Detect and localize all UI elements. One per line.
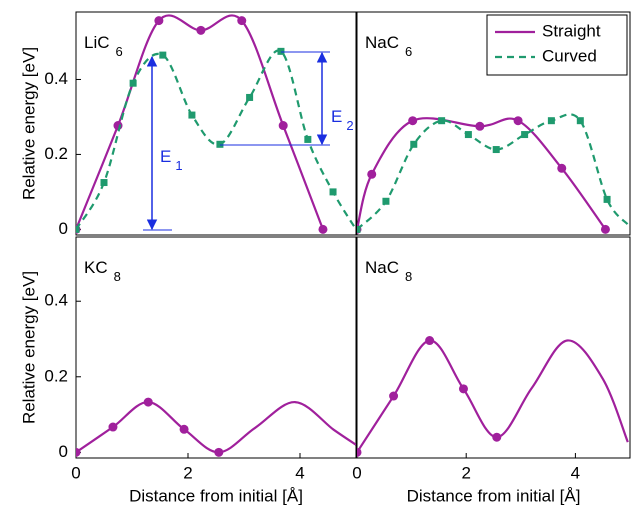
data-marker [100, 179, 108, 187]
data-marker [547, 117, 555, 125]
panel-label-text: NaC [365, 33, 399, 52]
data-marker [159, 51, 167, 59]
data-marker [357, 225, 361, 233]
data-marker [492, 146, 500, 154]
data-marker [108, 422, 118, 432]
panel-label: LiC 6 [84, 33, 123, 59]
panel-label-sub: 6 [116, 44, 123, 59]
data-marker [329, 188, 337, 196]
panel-label-text: NaC [365, 258, 399, 277]
plot-area [357, 113, 629, 234]
y-tick-label: 0.4 [44, 69, 68, 88]
panel-frame [356, 236, 631, 459]
data-marker [318, 224, 328, 234]
panel-label: KC 8 [84, 258, 121, 284]
x-axis-label: Distance from initial [Å] [129, 486, 303, 505]
panel-label-sub: 8 [405, 269, 412, 284]
data-marker [246, 93, 254, 101]
data-marker [410, 140, 418, 148]
panel-frame [356, 11, 631, 236]
annotation-sub: 1 [175, 158, 182, 173]
panel-label-sub: 6 [405, 44, 412, 59]
data-marker [214, 447, 224, 457]
x-tick-label: 4 [571, 463, 580, 482]
data-marker [382, 197, 390, 205]
legend-box [486, 14, 628, 76]
data-marker [600, 224, 610, 234]
legend-label: Straight [542, 21, 601, 40]
panel-frame [75, 11, 357, 236]
panel-label-text: LiC [84, 33, 110, 52]
x-tick-label: 2 [461, 463, 470, 482]
data-marker [576, 117, 584, 125]
annotation-text: E [160, 147, 171, 166]
data-marker [129, 79, 137, 87]
data-marker [521, 131, 529, 139]
data-marker [237, 16, 247, 26]
data-marker [367, 169, 377, 179]
plot-area [76, 14, 356, 234]
panel-label: NaC 8 [365, 258, 412, 284]
data-marker [492, 432, 502, 442]
data-marker [143, 397, 153, 407]
y-tick-label: 0.2 [44, 366, 68, 385]
data-marker [408, 116, 418, 126]
data-marker [475, 121, 485, 131]
y-tick-label: 0 [59, 442, 68, 461]
series-line [357, 117, 607, 231]
x-tick-label: 0 [71, 463, 80, 482]
data-marker [438, 117, 446, 125]
plot-area [357, 336, 629, 457]
data-marker [179, 424, 189, 434]
series-line [76, 400, 356, 454]
y-tick-label: 0.4 [44, 291, 68, 310]
series-line [76, 49, 356, 230]
panel-label-sub: 8 [114, 269, 121, 284]
panel-label-text: KC [84, 258, 108, 277]
data-marker [154, 16, 164, 26]
panel-frame [75, 236, 357, 459]
data-marker [304, 135, 312, 143]
y-tick-label: 0 [59, 219, 68, 238]
annotation-text: E [331, 107, 342, 126]
data-marker [464, 131, 472, 139]
annotation-sub: 2 [346, 118, 353, 133]
plot-area [76, 397, 356, 457]
panel-label: NaC 6 [365, 33, 412, 59]
data-marker [603, 195, 611, 203]
data-marker [557, 163, 567, 173]
data-marker [188, 111, 196, 119]
x-tick-label: 0 [352, 463, 361, 482]
data-marker [278, 121, 288, 131]
data-marker [357, 447, 362, 457]
legend-label: Curved [542, 46, 597, 65]
data-marker [76, 447, 81, 457]
data-marker [277, 47, 285, 55]
x-tick-label: 2 [183, 463, 192, 482]
y-axis-label: Relative energy [eV] [19, 47, 38, 200]
y-tick-label: 0.2 [44, 144, 68, 163]
x-tick-label: 4 [295, 463, 304, 482]
data-marker [458, 384, 468, 394]
data-marker [216, 140, 224, 148]
x-axis-label: Distance from initial [Å] [407, 486, 581, 505]
y-axis-label: Relative energy [eV] [19, 271, 38, 424]
data-marker [76, 225, 80, 233]
data-marker [425, 336, 435, 346]
data-marker [196, 25, 206, 35]
data-marker [389, 391, 399, 401]
data-marker [513, 116, 523, 126]
